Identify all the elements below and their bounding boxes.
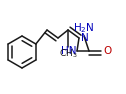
Text: HN: HN [60,46,76,56]
Text: H$_2$N: H$_2$N [73,21,95,35]
Text: O: O [103,46,111,56]
Text: CH$_3$: CH$_3$ [59,48,77,61]
Text: N: N [81,33,89,43]
